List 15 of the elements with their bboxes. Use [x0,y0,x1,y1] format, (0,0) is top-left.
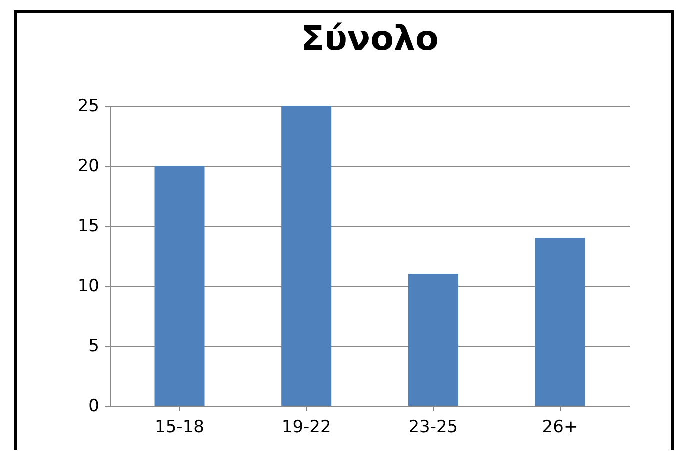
chart-title: Σύνολο [301,19,439,59]
y-tick-label: 0 [88,396,100,416]
bar [154,166,205,406]
bar [535,238,586,406]
y-tick-label: 20 [78,156,100,176]
bar [408,274,458,406]
y-tick-label: 10 [78,276,100,296]
y-tick-label: 25 [78,96,100,116]
x-tick-label: 23-25 [408,418,458,438]
x-tick-label: 19-22 [282,418,332,438]
y-tick-label: 15 [78,216,100,236]
x-tick-label: 26+ [542,418,578,438]
x-tick-label: 15-18 [155,418,204,438]
y-tick-label: 5 [88,336,100,356]
bar [282,106,332,406]
